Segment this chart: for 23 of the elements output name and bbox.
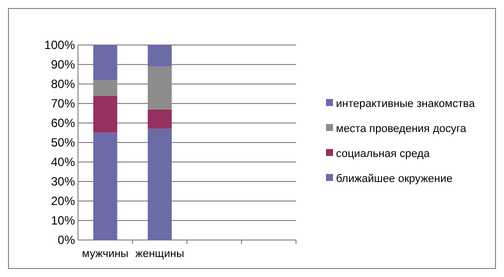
bar <box>148 128 172 240</box>
x-tick-label: женщины <box>135 248 184 260</box>
bar <box>93 96 118 133</box>
legend-label: ближайшее окружение <box>336 172 452 185</box>
y-tick-label: 10% <box>50 214 76 228</box>
y-tick-label: 40% <box>50 155 76 170</box>
y-tick-label: 100% <box>44 38 76 52</box>
y-tick-label: 30% <box>50 174 76 189</box>
legend-label: места проведения досуга <box>336 122 468 135</box>
bar <box>93 132 118 240</box>
y-tick-label: 70% <box>50 96 76 111</box>
bar <box>93 45 118 80</box>
y-tick-label: 60% <box>50 116 76 130</box>
bar <box>148 109 172 129</box>
y-tick-label: 80% <box>50 77 76 92</box>
y-tick-label: 20% <box>50 194 76 208</box>
bar <box>148 45 172 66</box>
legend-label: социальная среда <box>336 148 431 160</box>
x-tick-label: мужчины <box>82 248 129 260</box>
y-tick-label: 50% <box>50 136 76 150</box>
y-tick-label: 90% <box>50 58 76 72</box>
legend-label: интерактивные знакомства <box>336 98 476 110</box>
y-tick-label: 0% <box>58 233 76 248</box>
